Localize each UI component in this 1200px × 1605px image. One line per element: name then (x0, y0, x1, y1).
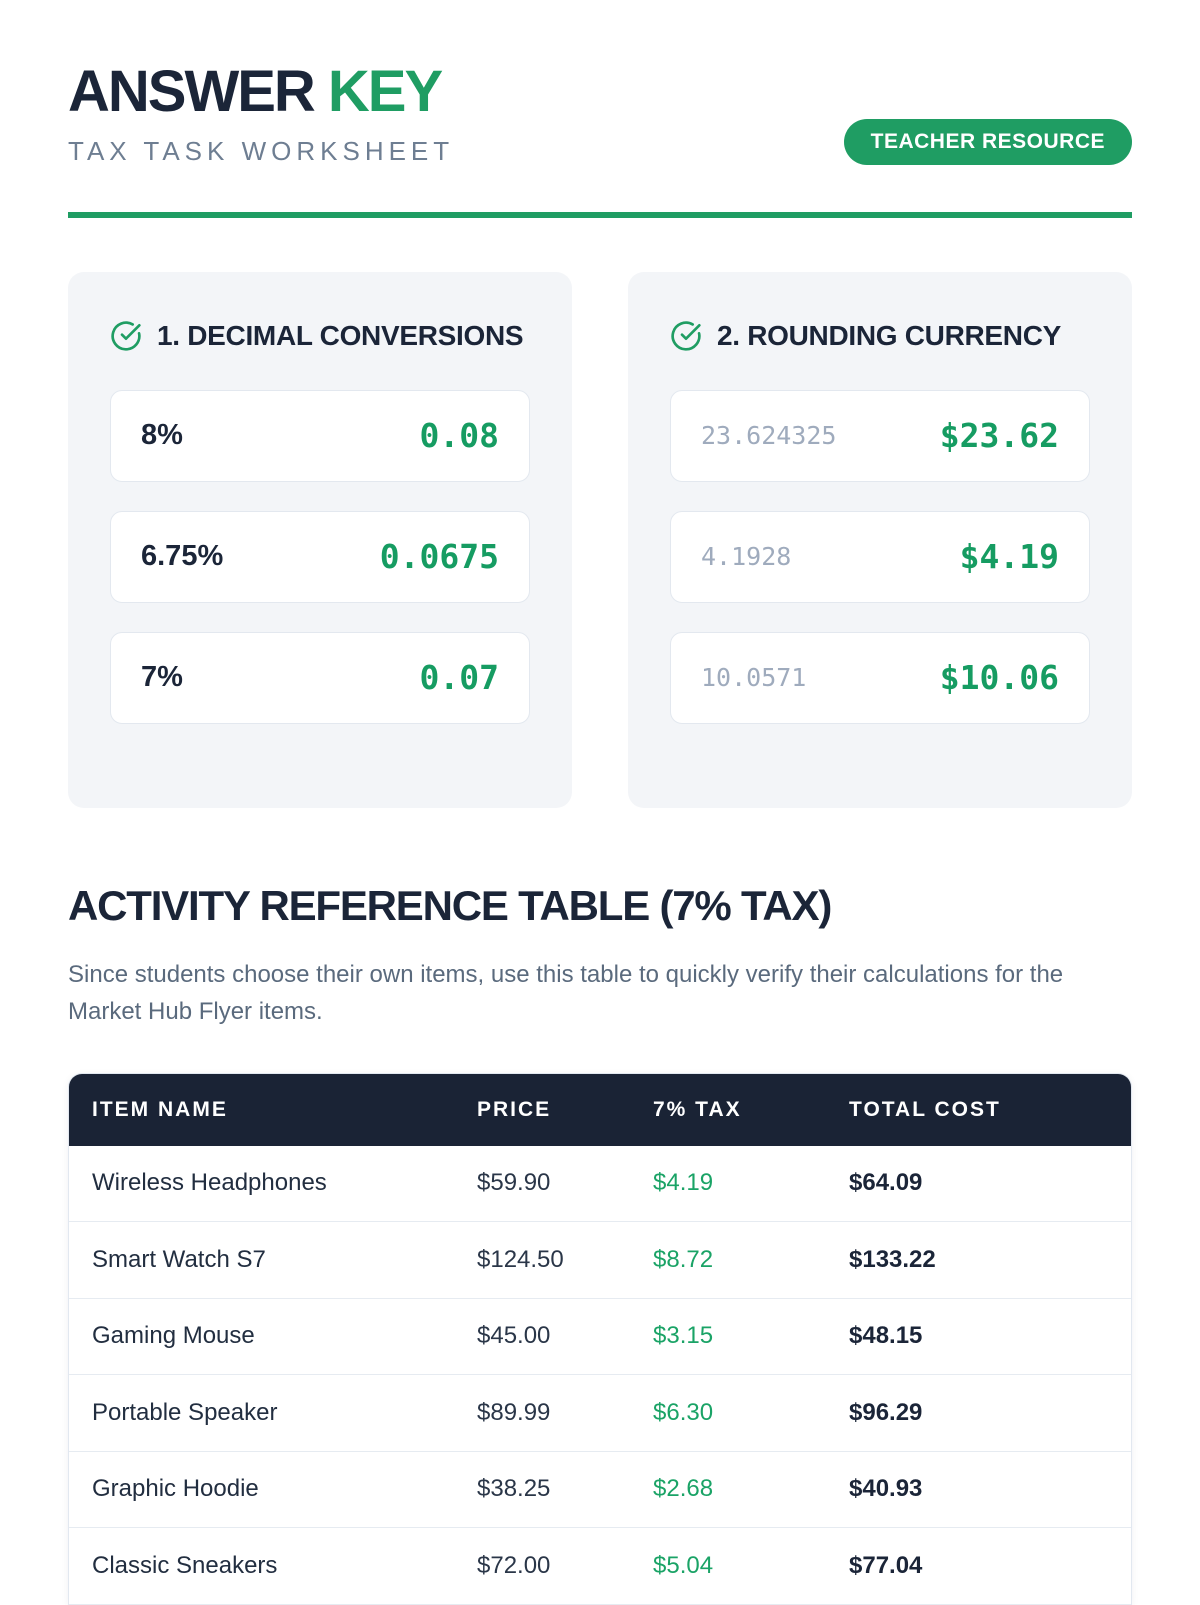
title-block: ANSWER KEY TAX TASK WORKSHEET (68, 62, 454, 167)
card-rounding-currency: 2. ROUNDING CURRENCY 23.624325 $23.62 4.… (628, 272, 1132, 809)
answer-value: $10.06 (939, 658, 1059, 698)
price-cell: $124.50 (477, 1245, 564, 1273)
table-row: Gaming Mouse $45.00 $3.15 $48.15 (69, 1298, 1131, 1376)
item-name-cell: Smart Watch S7 (92, 1245, 266, 1273)
page-header: ANSWER KEY TAX TASK WORKSHEET TEACHER RE… (68, 62, 1132, 167)
total-cell: $48.15 (849, 1322, 923, 1350)
activity-section-description: Since students choose their own items, u… (68, 961, 1064, 1026)
answer-label: 4.1928 (701, 542, 792, 572)
item-name-cell: Portable Speaker (92, 1398, 278, 1426)
table-row: Classic Sneakers $72.00 $5.04 $77.04 (69, 1528, 1131, 1605)
item-name-cell: Wireless Headphones (92, 1169, 327, 1197)
card-title: 2. ROUNDING CURRENCY (717, 320, 1062, 352)
answer-label: 8% (141, 419, 183, 452)
tax-cell: $2.68 (653, 1475, 714, 1503)
answer-value: 0.07 (419, 658, 499, 698)
answer-value: $4.19 (959, 537, 1059, 577)
price-cell: $72.00 (477, 1551, 551, 1579)
item-name-cell: Graphic Hoodie (92, 1475, 259, 1503)
teacher-resource-badge: TEACHER RESOURCE (843, 119, 1132, 166)
tax-cell: $6.30 (653, 1398, 714, 1426)
tax-cell: $5.04 (653, 1551, 714, 1579)
card-title: 1. DECIMAL CONVERSIONS (157, 320, 524, 352)
answer-label: 6.75% (141, 540, 224, 573)
page-title-primary: ANSWER (68, 59, 328, 124)
answer-row: 23.624325 $23.62 (670, 389, 1090, 482)
answer-row: 7% 0.07 (110, 631, 530, 724)
table-row: Graphic Hoodie $38.25 $2.68 $40.93 (69, 1451, 1131, 1529)
price-cell: $38.25 (477, 1475, 551, 1503)
total-cell: $133.22 (849, 1245, 936, 1273)
table-row: Smart Watch S7 $124.50 $8.72 $133.22 (69, 1222, 1131, 1299)
item-name-cell: Classic Sneakers (92, 1551, 278, 1579)
tax-cell: $4.19 (653, 1169, 714, 1197)
answer-value: $23.62 (939, 416, 1059, 456)
table-row: Portable Speaker $89.99 $6.30 $96.29 (69, 1375, 1131, 1452)
total-cell: $96.29 (849, 1398, 923, 1426)
answer-label: 23.624325 (701, 421, 837, 451)
tax-cell: $8.72 (653, 1245, 714, 1273)
card-decimal-conversions: 1. DECIMAL CONVERSIONS 8% 0.08 6.75% 0.0… (68, 272, 572, 809)
table-row: Wireless Headphones $59.90 $4.19 $64.09 (69, 1145, 1131, 1223)
answer-row: 6.75% 0.0675 (110, 510, 530, 603)
answer-row: 10.0571 $10.06 (670, 631, 1090, 724)
price-cell: $89.99 (477, 1398, 551, 1426)
answer-cards: 1. DECIMAL CONVERSIONS 8% 0.08 6.75% 0.0… (68, 272, 1132, 809)
column-header-item: ITEM NAME (92, 1097, 228, 1121)
page-title: ANSWER KEY (68, 62, 454, 121)
item-name-cell: Gaming Mouse (92, 1322, 255, 1350)
card-rounding-head: 2. ROUNDING CURRENCY (670, 314, 1090, 357)
column-header-tax: 7% TAX (653, 1097, 742, 1121)
accent-divider (68, 212, 1132, 219)
total-cell: $77.04 (849, 1551, 923, 1579)
column-header-total: TOTAL COST (849, 1097, 1001, 1121)
answer-label: 7% (141, 661, 183, 694)
price-cell: $59.90 (477, 1169, 551, 1197)
page-title-accent: KEY (327, 59, 443, 124)
answer-value: 0.08 (419, 416, 499, 456)
check-circle-icon (671, 321, 701, 351)
column-header-price: PRICE (477, 1097, 552, 1121)
card-decimal-head: 1. DECIMAL CONVERSIONS (110, 314, 530, 357)
total-cell: $64.09 (849, 1169, 923, 1197)
check-circle-icon (111, 321, 141, 351)
answer-label: 10.0571 (701, 663, 807, 693)
price-cell: $45.00 (477, 1322, 551, 1350)
table-header-row: ITEM NAME PRICE 7% TAX TOTAL COST (69, 1073, 1131, 1146)
answer-value: 0.0675 (379, 537, 499, 577)
activity-section-heading: ACTIVITY REFERENCE TABLE (7% TAX) (68, 882, 832, 930)
tax-cell: $3.15 (653, 1322, 714, 1350)
answer-row: 8% 0.08 (110, 389, 530, 482)
answer-row: 4.1928 $4.19 (670, 510, 1090, 603)
total-cell: $40.93 (849, 1475, 923, 1503)
reference-table: ITEM NAME PRICE 7% TAX TOTAL COST Wirele… (68, 1072, 1132, 1605)
page-subtitle: TAX TASK WORKSHEET (68, 136, 455, 167)
